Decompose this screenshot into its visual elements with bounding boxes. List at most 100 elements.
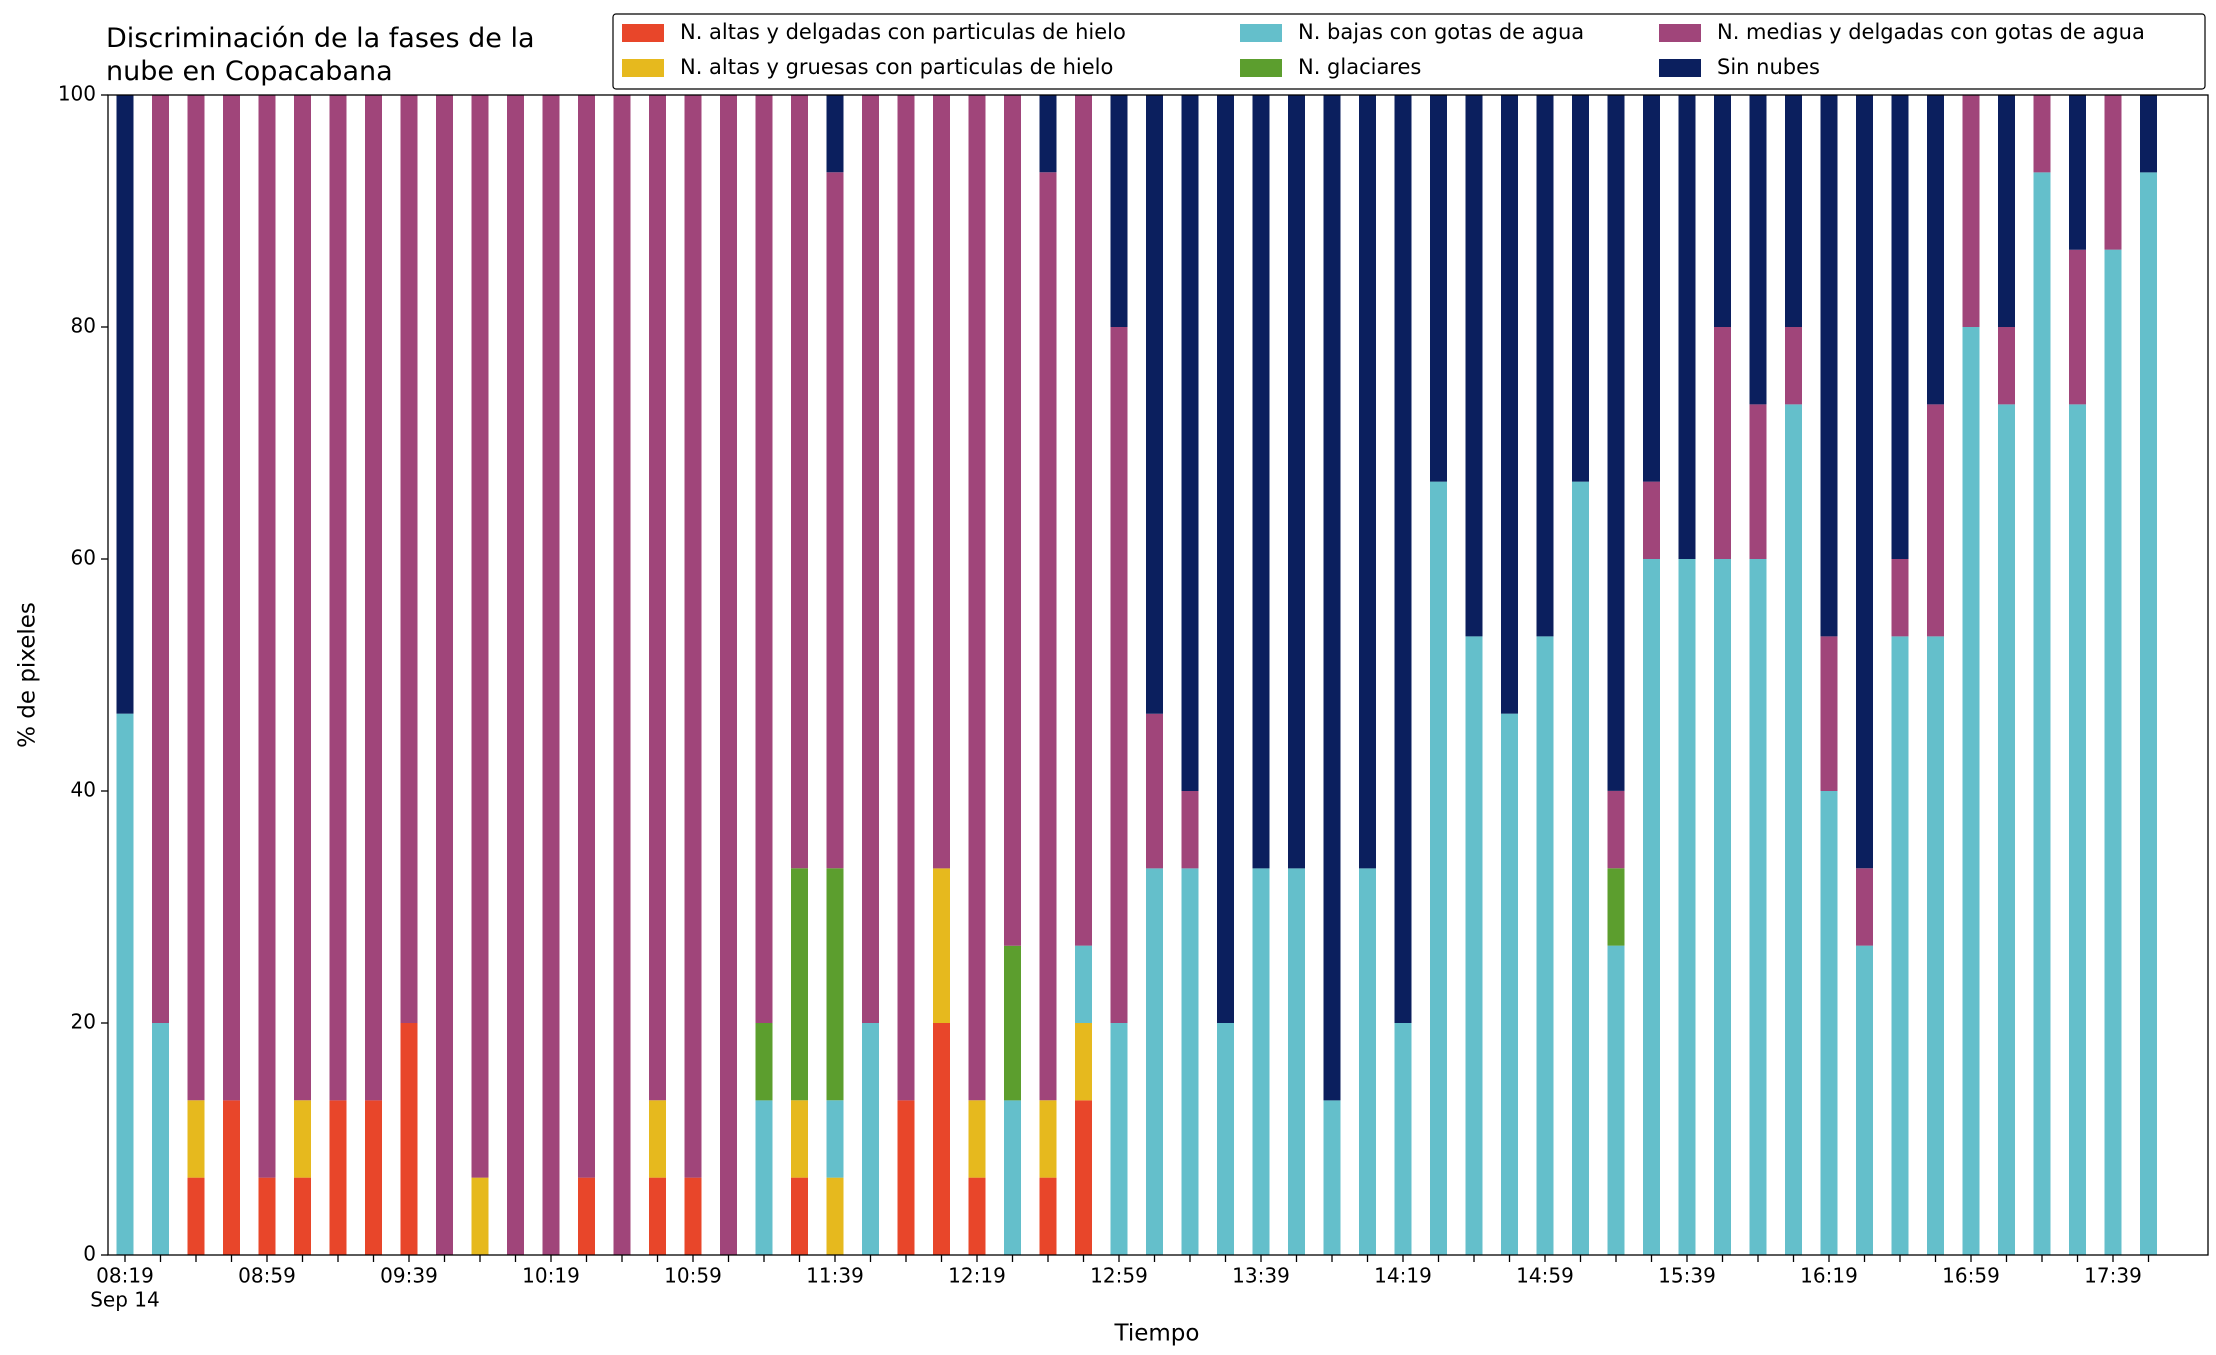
bar-segment	[1927, 636, 1944, 1255]
bar-segment	[1323, 1100, 1341, 1255]
bar-segment	[1962, 327, 1980, 1255]
bar-segment	[649, 1100, 666, 1178]
bar-segment	[1891, 636, 1909, 1255]
x-tick-label: 17:39	[2084, 1264, 2142, 1288]
bar-segment	[649, 1177, 666, 1255]
bar-segment	[1785, 95, 1802, 327]
bar-segment	[1501, 95, 1518, 714]
bar-segment	[1998, 95, 2015, 327]
bar-segment	[933, 1023, 950, 1255]
y-tick-label: 40	[71, 778, 96, 802]
bar-segment	[1643, 481, 1660, 559]
bar-segment	[1075, 1023, 1092, 1101]
bar-segment	[294, 94, 311, 1101]
bar-segment	[1998, 327, 2015, 405]
y-tick-label: 0	[83, 1242, 96, 1266]
bar-segment	[223, 1100, 240, 1255]
bar-segment	[1110, 95, 1128, 327]
bar-segment	[1607, 790, 1625, 869]
bar-segment	[1607, 868, 1625, 946]
bar-segment	[1323, 95, 1341, 1101]
bar-segment	[1536, 636, 1554, 1255]
bar-segment	[826, 94, 844, 173]
bar-segment	[187, 1100, 205, 1178]
x-sublabel: Sep 14	[90, 1288, 160, 1312]
bar-segment	[1714, 95, 1731, 327]
bar-segment	[507, 95, 524, 1255]
legend-swatch	[622, 24, 664, 42]
bar-segment	[400, 95, 418, 1023]
bar-segment	[187, 1177, 205, 1255]
bar-segment	[1146, 868, 1163, 1255]
bar-segment	[1181, 95, 1199, 791]
x-tick-label: 12:59	[1090, 1264, 1148, 1288]
chart-title: Discriminación de la fases de la nube en…	[106, 23, 535, 87]
bar-segment	[613, 95, 631, 1255]
bar-segment	[1075, 945, 1092, 1023]
legend-box	[612, 13, 2206, 90]
bar-segment	[1856, 868, 1873, 946]
bar-segment	[223, 95, 240, 1101]
bar-segment	[1572, 481, 1589, 1255]
bar-segment	[1643, 559, 1660, 1255]
bar-segment	[1820, 95, 1838, 637]
bar-segment	[826, 1100, 844, 1178]
bar-segment	[720, 95, 737, 1255]
bar-segment	[329, 95, 347, 1101]
bar-segment	[684, 95, 702, 1178]
bar-segment	[1714, 327, 1731, 559]
bar-segment	[968, 1177, 986, 1255]
x-tick-label: 16:59	[1942, 1264, 2000, 1288]
bar-segment	[365, 95, 382, 1101]
bar-segment	[258, 1177, 276, 1255]
bar-segment	[1039, 172, 1057, 1101]
bar-segment	[1927, 95, 1944, 405]
bar-segment	[1678, 95, 1696, 559]
x-tick-label: 11:39	[806, 1264, 864, 1288]
bar-segment	[791, 868, 808, 1101]
bar-segment	[1572, 95, 1589, 482]
bar-segment	[1004, 1100, 1021, 1255]
bar-segment	[1288, 95, 1305, 869]
bar-segment	[1856, 94, 1873, 869]
bar-segment	[1359, 868, 1376, 1255]
bar-segment	[826, 1177, 844, 1255]
bar-segment	[755, 95, 773, 1023]
legend-swatch	[622, 59, 664, 77]
bar-segment	[542, 95, 560, 1255]
bar-segment	[1501, 713, 1518, 1255]
bar-segment	[1607, 94, 1625, 791]
bar-segment	[968, 94, 986, 1101]
bar-segment	[1820, 636, 1838, 791]
bar-segment	[862, 1023, 879, 1255]
x-tick-label: 09:39	[380, 1264, 438, 1288]
bar-segment	[436, 95, 453, 1255]
bar-segment	[2104, 249, 2122, 1256]
bar-segment	[1217, 95, 1234, 1023]
y-tick-label: 80	[71, 314, 96, 338]
bar-segment	[1110, 327, 1128, 1023]
bar-segment	[1004, 95, 1021, 946]
bar-segment	[294, 1100, 311, 1178]
y-tick-label: 100	[58, 82, 96, 106]
bar-segment	[1039, 1100, 1057, 1178]
x-tick-label: 15:39	[1658, 1264, 1716, 1288]
bar-segment	[649, 94, 666, 1101]
bar-segment	[116, 713, 134, 1255]
bar-segment	[1465, 95, 1483, 637]
bar-segment	[2069, 249, 2086, 405]
bar-segment	[1039, 1177, 1057, 1255]
bar-segment	[365, 1100, 382, 1255]
bar-segment	[2033, 95, 2051, 173]
bar-segment	[897, 1100, 915, 1255]
bar-segment	[684, 1177, 702, 1255]
bar-segment	[2140, 95, 2157, 173]
bar-segment	[897, 95, 915, 1101]
bar-segment	[1039, 94, 1057, 173]
legend-label: N. altas y delgadas con particulas de hi…	[680, 20, 1126, 44]
legend-swatch	[1240, 24, 1282, 42]
bar-segment	[1714, 559, 1731, 1255]
bar-segment	[1430, 95, 1447, 482]
bar-segment	[1430, 481, 1447, 1255]
